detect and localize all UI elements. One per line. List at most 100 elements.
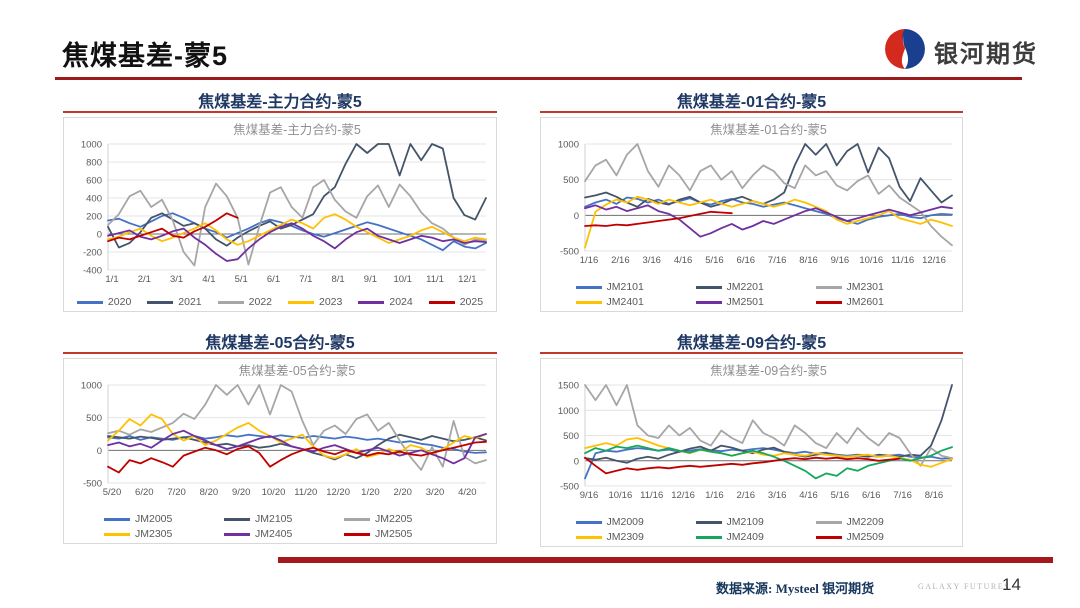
legend-item: JM2101 [575, 281, 688, 293]
legend-item: 2023 [288, 296, 342, 308]
legend-item: JM2305 [104, 528, 216, 540]
x-axis-label: 10/1 [393, 274, 412, 285]
legend-swatch [575, 535, 602, 539]
x-axis-label: 4/16 [799, 490, 818, 501]
y-axis-label: -200 [83, 248, 102, 259]
x-axis-label: 5/16 [705, 255, 724, 266]
legend-item: JM2301 [815, 281, 928, 293]
legend-swatch [344, 532, 370, 536]
legend-swatch [575, 520, 602, 524]
x-axis-label: 10/16 [608, 490, 632, 501]
x-axis-label: 11/16 [891, 255, 914, 266]
footer-source: 数据来源: Mysteel 银河期货 [716, 581, 875, 596]
x-axis-label: 3/16 [642, 255, 661, 266]
panel-header: 焦煤基差-05合约-蒙5 [205, 335, 355, 352]
legend-swatch [358, 300, 385, 304]
header-rule [55, 77, 1022, 80]
chart-title: 焦煤基差-05合约-蒙5 [239, 363, 356, 378]
legend-swatch [695, 300, 722, 304]
x-axis-label: 3/1 [170, 274, 183, 285]
series-line-JM2209 [584, 384, 953, 467]
legend-item: JM2405 [224, 528, 336, 540]
chart-legend: JM2009 JM2109 JM2209 JM2309 JM2409 JM2509 [541, 516, 962, 543]
series-line-JM2405 [107, 429, 487, 465]
x-axis-label: 7/16 [768, 255, 787, 266]
legend-swatch [147, 300, 174, 304]
series-line-JM2009 [584, 447, 953, 480]
panel-rule [540, 111, 963, 113]
x-axis-label: 6/16 [737, 255, 756, 266]
chart-legend: JM2101 JM2201 JM2301 JM2401 JM2501 JM2601 [541, 281, 962, 308]
legend-swatch [575, 300, 602, 304]
chart-box-01: 焦煤基差-01合约-蒙5 1000 500 0 -500 1/16 2/16 3/16 4/16… [540, 117, 963, 312]
chart-svg: 焦煤基差-主力合约-蒙5 1000 800 600 400 200 0 -200 -4001/1… [81, 122, 487, 285]
legend-swatch [428, 300, 455, 304]
legend-label: 2020 [107, 296, 132, 308]
legend-label: JM2109 [726, 516, 764, 528]
y-axis-label: 0 [574, 211, 579, 222]
series-line-JM2109 [584, 384, 953, 464]
x-axis-label: 5/1 [235, 274, 248, 285]
legend-swatch [695, 520, 722, 524]
x-axis-label: 2/16 [611, 255, 630, 266]
legend-label: JM2309 [606, 531, 644, 543]
footer-brand: GALAXY FUTURES [918, 582, 1011, 591]
legend-label: 2022 [248, 296, 272, 308]
x-axis-label: 3/20 [426, 487, 445, 498]
x-axis-label: 4/16 [674, 255, 693, 266]
chart-legend: JM2005 JM2105 JM2205 JM2305 JM2405 JM2505 [64, 513, 496, 540]
legend-item: JM2109 [695, 516, 808, 528]
y-axis-label: 500 [563, 175, 579, 186]
x-axis-label: 9/16 [831, 255, 850, 266]
y-axis-label: 1000 [558, 140, 579, 151]
y-axis-label: 0 [97, 446, 102, 457]
legend-item: JM2509 [815, 531, 928, 543]
y-axis-label: 600 [86, 176, 102, 187]
series-line-JM2501 [584, 204, 953, 238]
x-axis-label: 12/1 [458, 274, 477, 285]
legend-label: 2023 [319, 296, 343, 308]
series-line-2025 [107, 212, 239, 243]
legend-label: JM2005 [135, 513, 173, 525]
y-axis-label: 500 [86, 413, 102, 424]
page-title: 焦煤基差-蒙5 [62, 41, 229, 71]
y-axis-label: 1000 [81, 381, 102, 392]
x-axis-label: 7/1 [299, 274, 312, 285]
x-axis-label: 3/16 [768, 490, 787, 501]
legend-item: JM2201 [695, 281, 808, 293]
legend-item: JM2401 [575, 296, 688, 308]
chart-box-main: 焦煤基差-主力合约-蒙5 1000 800 600 400 200 0 -200 -400 1/1… [63, 117, 497, 312]
legend-item: 2024 [358, 296, 413, 308]
panel-main-contract: 焦煤基差-主力合约-蒙5 焦煤基差-主力合约-蒙5 1000 800 600 400 20… [63, 88, 497, 312]
series-line-JM2301 [584, 143, 953, 247]
legend-item: 2025 [428, 296, 483, 308]
chart-box-09: 焦煤基差-09合约-蒙5 1500 1000 500 0 -500 9/16 10/16 11/… [540, 358, 963, 547]
x-axis-label: 8/1 [332, 274, 345, 285]
x-axis-label: 6/16 [862, 490, 881, 501]
legend-label: 2024 [389, 296, 413, 308]
legend-swatch [217, 300, 244, 304]
chart-legend: 2020 2021 2022 2023 2024 2025 [64, 296, 496, 308]
legend-label: JM2505 [375, 528, 413, 540]
chart-title: 焦煤基差-09合约-蒙5 [710, 363, 827, 378]
x-axis-label: 6/1 [267, 274, 280, 285]
x-axis-label: 6/20 [135, 487, 154, 498]
legend-item: JM2505 [344, 528, 456, 540]
legend-swatch [815, 285, 842, 289]
legend-label: JM2405 [255, 528, 293, 540]
panel-05-contract: 焦煤基差-05合约-蒙5 焦煤基差-05合约-蒙5 1000 500 0 -500 5/2… [63, 329, 497, 544]
x-axis-label: 11/16 [640, 490, 663, 501]
series-line-JM2401 [584, 195, 953, 249]
panel-rule [540, 352, 963, 354]
x-axis-label: 7/16 [893, 490, 912, 501]
panel-rule [63, 111, 497, 113]
y-axis-label: 800 [86, 158, 102, 169]
series-line-JM2601 [584, 210, 733, 227]
x-axis-label: 1/1 [105, 274, 118, 285]
x-axis-label: 2/16 [737, 490, 756, 501]
y-axis-label: 1000 [558, 406, 579, 417]
panel-09-contract: 焦煤基差-09合约-蒙5 焦煤基差-09合约-蒙5 1500 1000 500 0 -50… [540, 329, 963, 547]
legend-item: JM2601 [815, 296, 928, 308]
x-axis-label: 1/20 [361, 487, 380, 498]
